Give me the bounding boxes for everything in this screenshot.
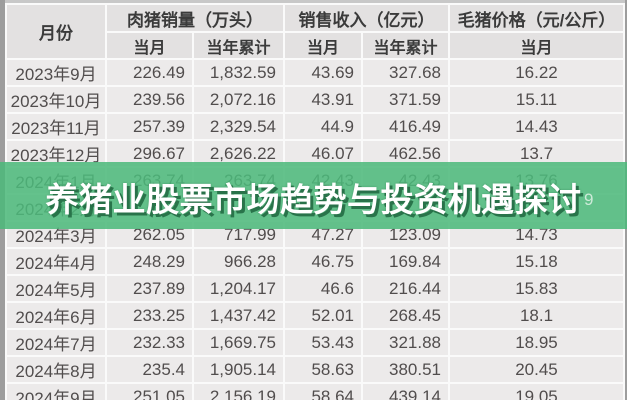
- table-body: 2023年9月 226.49 1,832.59 43.69 327.68 16.…: [7, 60, 623, 400]
- revenue-cumulative-cell: 380.51: [363, 357, 448, 382]
- volume-current-cell: 248.29: [107, 249, 192, 274]
- col-subheader-price-current: 当月: [450, 33, 623, 58]
- volume-cumulative-cell: 2,156.19: [194, 384, 283, 400]
- table-header: 月份 肉猪销量（万头） 销售收入（亿元） 毛猪价格（元/公斤） 当月 当年累计 …: [7, 5, 623, 58]
- volume-current-cell: 233.25: [107, 303, 192, 328]
- month-cell: 2024年5月: [7, 276, 105, 301]
- price-current-cell: 19.05: [450, 384, 623, 400]
- price-current-cell: 16.22: [450, 60, 623, 85]
- table-row: 2023年9月 226.49 1,832.59 43.69 327.68 16.…: [7, 60, 623, 85]
- revenue-current-cell: 44.9: [285, 114, 361, 139]
- volume-current-cell: 232.33: [107, 330, 192, 355]
- volume-cumulative-cell: 1,669.75: [194, 330, 283, 355]
- volume-cumulative-cell: 1,437.42: [194, 303, 283, 328]
- revenue-cumulative-cell: 371.59: [363, 87, 448, 112]
- revenue-current-cell: 46.6: [285, 276, 361, 301]
- revenue-cumulative-cell: 268.45: [363, 303, 448, 328]
- revenue-cumulative-cell: 462.56: [363, 141, 448, 166]
- revenue-current-cell: 46.07: [285, 141, 361, 166]
- table-row: 2024年8月 235.4 1,905.14 58.63 380.51 20.4…: [7, 357, 623, 382]
- col-header-month: 月份: [7, 5, 105, 58]
- table-row: 2024年7月 232.33 1,669.75 53.43 321.88 18.…: [7, 330, 623, 355]
- price-current-cell: 13.7: [450, 141, 623, 166]
- month-cell: 2024年6月: [7, 303, 105, 328]
- price-current-cell: 15.18: [450, 249, 623, 274]
- volume-current-cell: 226.49: [107, 60, 192, 85]
- revenue-current-cell: 46.75: [285, 249, 361, 274]
- title-banner-overlay: 养猪业股票市场趋势与投资机遇探讨 9: [0, 162, 627, 229]
- col-group-sales-volume: 肉猪销量（万头）: [107, 5, 283, 31]
- month-cell: 2024年7月: [7, 330, 105, 355]
- revenue-current-cell: 58.63: [285, 357, 361, 382]
- month-cell: 2023年11月: [7, 114, 105, 139]
- revenue-current-cell: 58.64: [285, 384, 361, 400]
- revenue-current-cell: 53.43: [285, 330, 361, 355]
- col-subheader-revenue-current: 当月: [285, 33, 361, 58]
- volume-current-cell: 296.67: [107, 141, 192, 166]
- price-current-cell: 18.95: [450, 330, 623, 355]
- month-cell: 2023年9月: [7, 60, 105, 85]
- price-current-cell: 14.43: [450, 114, 623, 139]
- table-row: 2024年5月 237.89 1,204.17 46.6 216.44 15.8…: [7, 276, 623, 301]
- col-group-hog-price: 毛猪价格（元/公斤）: [450, 5, 623, 31]
- volume-cumulative-cell: 1,905.14: [194, 357, 283, 382]
- col-subheader-volume-current: 当月: [107, 33, 192, 58]
- volume-cumulative-cell: 1,204.17: [194, 276, 283, 301]
- revenue-current-cell: 52.01: [285, 303, 361, 328]
- price-current-cell: 15.11: [450, 87, 623, 112]
- volume-current-cell: 239.56: [107, 87, 192, 112]
- volume-current-cell: 235.4: [107, 357, 192, 382]
- table-row: 2024年6月 233.25 1,437.42 52.01 268.45 18.…: [7, 303, 623, 328]
- col-subheader-volume-cumulative: 当年累计: [194, 33, 283, 58]
- table-row: 2023年11月 257.39 2,329.54 44.9 416.49 14.…: [7, 114, 623, 139]
- price-current-cell: 20.45: [450, 357, 623, 382]
- obscured-cell-fragment: 9: [584, 190, 594, 209]
- revenue-cumulative-cell: 169.84: [363, 249, 448, 274]
- col-group-sales-revenue: 销售收入（亿元）: [285, 5, 448, 31]
- table-row: 2024年9月 251.05 2,156.19 58.64 439.14 19.…: [7, 384, 623, 400]
- volume-current-cell: 251.05: [107, 384, 192, 400]
- price-current-cell: 15.83: [450, 276, 623, 301]
- volume-cumulative-cell: 2,329.54: [194, 114, 283, 139]
- volume-cumulative-cell: 2,072.16: [194, 87, 283, 112]
- volume-cumulative-cell: 2,626.22: [194, 141, 283, 166]
- revenue-cumulative-cell: 439.14: [363, 384, 448, 400]
- volume-cumulative-cell: 966.28: [194, 249, 283, 274]
- revenue-cumulative-cell: 327.68: [363, 60, 448, 85]
- price-current-cell: 18.1: [450, 303, 623, 328]
- cropped-row-sliver: [5, 0, 625, 3]
- month-cell: 2023年12月: [7, 141, 105, 166]
- revenue-cumulative-cell: 321.88: [363, 330, 448, 355]
- volume-current-cell: 257.39: [107, 114, 192, 139]
- month-cell: 2024年8月: [7, 357, 105, 382]
- banner-title: 养猪业股票市场趋势与投资机遇探讨: [45, 181, 582, 218]
- revenue-cumulative-cell: 416.49: [363, 114, 448, 139]
- revenue-cumulative-cell: 216.44: [363, 276, 448, 301]
- month-cell: 2024年9月: [7, 384, 105, 400]
- table-row: 2023年10月 239.56 2,072.16 43.91 371.59 15…: [7, 87, 623, 112]
- volume-cumulative-cell: 1,832.59: [194, 60, 283, 85]
- table-row: 2023年12月 296.67 2,626.22 46.07 462.56 13…: [7, 141, 623, 166]
- col-subheader-revenue-cumulative: 当年累计: [363, 33, 448, 58]
- volume-current-cell: 237.89: [107, 276, 192, 301]
- revenue-current-cell: 43.91: [285, 87, 361, 112]
- revenue-current-cell: 43.69: [285, 60, 361, 85]
- table-row: 2024年4月 248.29 966.28 46.75 169.84 15.18: [7, 249, 623, 274]
- month-cell: 2023年10月: [7, 87, 105, 112]
- month-cell: 2024年4月: [7, 249, 105, 274]
